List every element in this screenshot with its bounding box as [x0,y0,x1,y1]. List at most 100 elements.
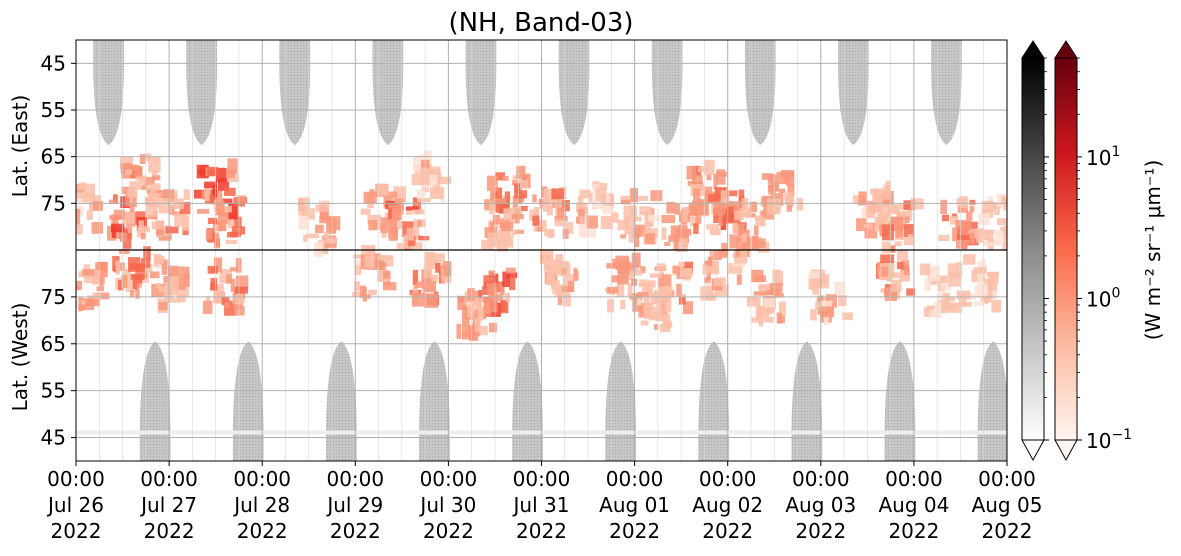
emission-pixel-west [461,316,470,327]
emission-pixel-east [490,190,495,201]
emission-pixel-east [368,220,378,231]
emission-pixel-west [662,285,667,300]
x-tick-date: Aug 05 [972,493,1043,517]
emission-pixel-east [512,180,519,186]
emission-pixel-west [606,286,619,294]
emission-pixel-west [92,292,102,300]
emission-pixel-east [227,219,235,229]
emission-pixel-east [536,226,543,232]
emission-pixel-east [138,220,144,231]
emission-pixel-east [720,199,726,215]
emission-pixel-east [856,218,867,232]
emission-pixel-west [819,300,833,312]
emission-pixel-west [676,283,683,297]
emission-pixel-west [956,290,971,300]
emission-pixel-east [111,214,116,228]
emission-pixel-west [202,300,213,315]
emission-pixel-east [903,200,916,210]
emission-pixel-east [692,165,702,177]
emission-pixel-west [172,278,186,290]
emission-pixel-east [983,230,994,236]
emission-pixel-west [706,268,711,281]
x-tick-year: 2022 [795,519,846,543]
emission-pixel-east [215,167,227,183]
emission-pixel-east [497,229,512,246]
emission-pixel-east [495,172,505,181]
emission-pixel-west [637,298,642,306]
emission-pixel-east [562,222,574,234]
emission-pixel-east [690,217,700,227]
emission-pixel-east [689,205,698,216]
emission-pixel-east [141,185,147,190]
emission-pixel-west [808,271,823,279]
emission-pixel-west [353,260,362,267]
emission-pixel-west [680,268,693,278]
emission-pixel-east [695,212,702,224]
emission-pixel-east [381,231,387,238]
emission-pixel-east [601,206,614,214]
emission-pixel-east [938,234,950,242]
emission-pixel-west [118,279,124,291]
emission-pixel-west [539,249,554,264]
emission-pixel-west [432,274,438,283]
emission-pixel-west [378,254,392,260]
emission-pixel-east [632,216,642,222]
emission-pixel-west [987,283,993,300]
emission-pixel-east [410,242,423,251]
emission-pixel-west [984,278,993,286]
emission-pixel-west [425,251,436,264]
emission-pixel-west [122,269,131,280]
emission-pixel-east [735,223,745,237]
emission-pixel-west [731,262,746,267]
emission-pixel-east [224,187,236,196]
emission-pixel-east [907,205,913,221]
emission-pixel-west [136,283,142,288]
emission-pixel-east [599,182,608,191]
emission-pixel-west [949,303,963,313]
emission-pixel-east [593,203,605,210]
emission-pixel-east [752,238,766,248]
emission-pixel-west [127,257,141,272]
emission-pixel-east [741,237,752,251]
emission-pixel-east [674,203,680,215]
emission-pixel-east [551,197,563,205]
emission-pixel-west [475,297,483,309]
emission-pixel-east [64,220,71,224]
x-tick-time: 00:00 [47,467,105,491]
emission-pixel-east [502,176,509,181]
emission-pixel-east [556,199,570,212]
emission-pixel-east [907,233,914,246]
east-gray-lobe [931,40,962,145]
emission-pixel-east [225,239,237,245]
emission-pixel-east [693,188,701,204]
emission-pixel-west [435,262,441,273]
emission-pixel-east [225,169,236,179]
emission-pixel-east [493,198,507,204]
emission-pixel-east [233,216,242,228]
emission-pixel-east [741,234,747,243]
emission-pixel-east [532,194,537,203]
emission-pixel-west [502,271,510,287]
emission-pixel-west [929,265,940,281]
emission-pixel-west [423,262,433,279]
emission-pixel-east [514,183,520,199]
emission-pixel-west [183,273,190,287]
emission-pixel-east [179,201,191,215]
emission-pixel-east [363,191,377,204]
emission-pixel-west [552,286,559,295]
emission-pixel-west [808,274,819,290]
east-gray-lobe [372,40,404,145]
emission-pixel-west [354,265,362,276]
emission-pixel-west [164,286,178,296]
emission-pixel-east [154,157,160,164]
emission-pixel-east [324,241,337,249]
emission-pixel-east [330,216,341,231]
emission-pixel-west [678,297,686,305]
emission-pixel-west [81,298,95,311]
emission-pixel-east [196,208,210,214]
emission-pixel-east [617,219,630,231]
emission-pixel-east [610,212,619,223]
emission-pixel-east [111,227,117,238]
